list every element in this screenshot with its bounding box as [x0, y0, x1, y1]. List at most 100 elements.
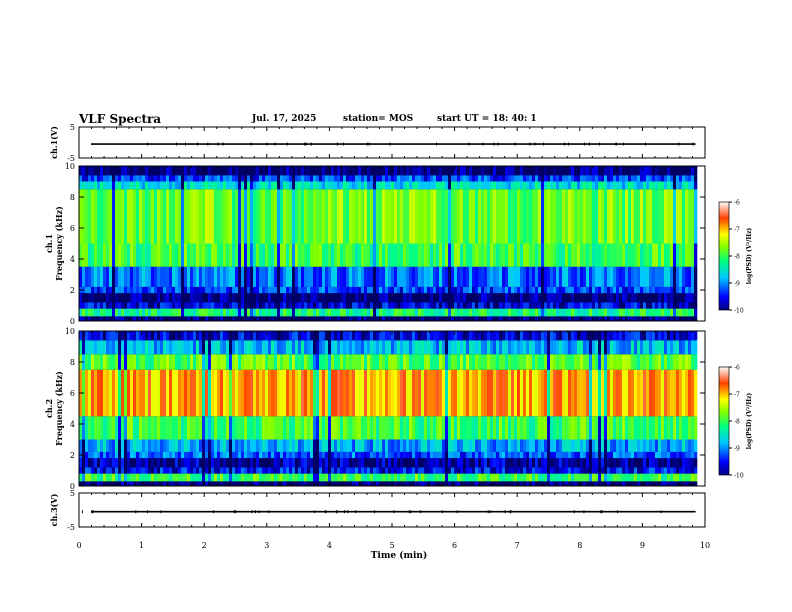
spectrogram-cell	[601, 181, 605, 190]
spectrogram-cell	[565, 467, 569, 474]
spectrogram-cell	[646, 416, 650, 440]
spectrogram-cell	[229, 473, 233, 482]
spectrogram-cell	[313, 293, 317, 303]
spectrogram-cell	[172, 175, 176, 182]
spectrogram-cell	[256, 369, 260, 417]
spectrogram-cell	[175, 481, 179, 486]
spectrogram-cell	[622, 286, 626, 294]
spectrogram-cell	[415, 243, 419, 267]
spectrogram-cell	[412, 166, 416, 176]
spectrogram-cell	[322, 189, 326, 244]
spectrogram-cell	[280, 308, 284, 317]
spectrogram-cell	[658, 416, 662, 440]
spectrogram-cell	[610, 416, 614, 440]
spectrogram-cell	[85, 331, 89, 341]
spectrogram-cell	[394, 175, 398, 182]
spectrogram-cell	[325, 293, 329, 303]
spectrogram-cell	[355, 416, 359, 440]
start-time-label: start UT = 18: 40: 1	[437, 114, 537, 124]
spectrogram-cell	[505, 181, 509, 190]
spectrogram-cell	[475, 302, 479, 309]
spectrogram-cell	[331, 467, 335, 474]
spectrogram-cell	[571, 331, 575, 341]
spectrogram-cell	[388, 354, 392, 370]
y-tick-label: -5	[67, 154, 75, 163]
spectrogram-cell	[325, 331, 329, 341]
spectrogram-cell	[637, 369, 641, 417]
spectrogram-cell	[433, 340, 437, 355]
spectrogram-cell	[439, 302, 443, 309]
spectrogram-cell	[448, 166, 452, 176]
spectrogram-cell	[577, 189, 581, 244]
spectrogram-cell	[574, 369, 578, 417]
spectrogram-cell	[505, 473, 509, 482]
spectrogram-cell	[271, 189, 275, 244]
spectrogram-cell	[547, 331, 551, 341]
spectrogram-cell	[79, 473, 83, 482]
spectrogram-cell	[673, 467, 677, 474]
spectrogram-cell	[523, 293, 527, 303]
spectrogram-cell	[460, 458, 464, 468]
spectrogram-cell	[349, 439, 353, 452]
spectrogram-cell	[628, 354, 632, 370]
spectrogram-cell	[94, 189, 98, 244]
spectrogram-cell	[499, 243, 503, 267]
spectrogram-cell	[178, 340, 182, 355]
spectrogram-cell	[409, 416, 413, 440]
spectrogram-cell	[154, 458, 158, 468]
spectrogram-cell	[493, 175, 497, 182]
spectrogram-cell	[145, 308, 149, 317]
spectrogram-cell	[610, 439, 614, 452]
spectrogram-cell	[673, 181, 677, 190]
spectrogram-cell	[244, 302, 248, 309]
spectrogram-cell	[529, 181, 533, 190]
spectrogram-cell	[517, 458, 521, 468]
spectrogram-cell	[208, 166, 212, 176]
spectrogram-cell	[208, 416, 212, 440]
spectrogram-cell	[439, 369, 443, 417]
spectrogram-cell	[274, 181, 278, 190]
spectrogram-cell	[640, 181, 644, 190]
spectrogram-cell	[652, 243, 656, 267]
spectrogram-cell	[532, 467, 536, 474]
spectrogram-cell	[163, 369, 167, 417]
spectrogram-cell	[586, 266, 590, 287]
spectrogram-cell	[562, 302, 566, 309]
spectrogram-cell	[115, 166, 119, 176]
spectrogram-cell	[100, 308, 104, 317]
spectrogram-cell	[352, 354, 356, 370]
spectrogram-cell	[205, 354, 209, 370]
spectrogram-cell	[298, 286, 302, 294]
spectrogram-cell	[91, 416, 95, 440]
spectrogram-cell	[517, 189, 521, 244]
spectrogram-cell	[553, 189, 557, 244]
spectrogram-cell	[337, 467, 341, 474]
spectrogram-cell	[541, 243, 545, 267]
spectrogram-cell	[685, 293, 689, 303]
spectrogram-cell	[520, 473, 524, 482]
spectrogram-cell	[430, 181, 434, 190]
spectrogram-cell	[589, 458, 593, 468]
spectrogram-cell	[136, 369, 140, 417]
spectrogram-cell	[289, 467, 293, 474]
spectrogram-cell	[559, 439, 563, 452]
spectrogram-cell	[526, 316, 530, 321]
spectrogram-cell	[676, 416, 680, 440]
spectrogram-cell	[514, 467, 518, 474]
spectrogram-cell	[217, 439, 221, 452]
spectrogram-cell	[301, 416, 305, 440]
spectrogram-cell	[406, 354, 410, 370]
spectrogram-cell	[505, 166, 509, 176]
spectrogram-cell	[142, 293, 146, 303]
spectrogram-cell	[406, 308, 410, 317]
spectrogram-cell	[685, 266, 689, 287]
spectrogram-cell	[673, 331, 677, 341]
spectrogram-cell	[406, 181, 410, 190]
y-tick-label: 4	[70, 420, 75, 429]
spectrogram-cell	[193, 481, 197, 486]
spectrogram-cell	[136, 439, 140, 452]
spectrogram-cell	[664, 181, 668, 190]
spectrogram-cell	[514, 175, 518, 182]
spectrogram-cell	[268, 308, 272, 317]
